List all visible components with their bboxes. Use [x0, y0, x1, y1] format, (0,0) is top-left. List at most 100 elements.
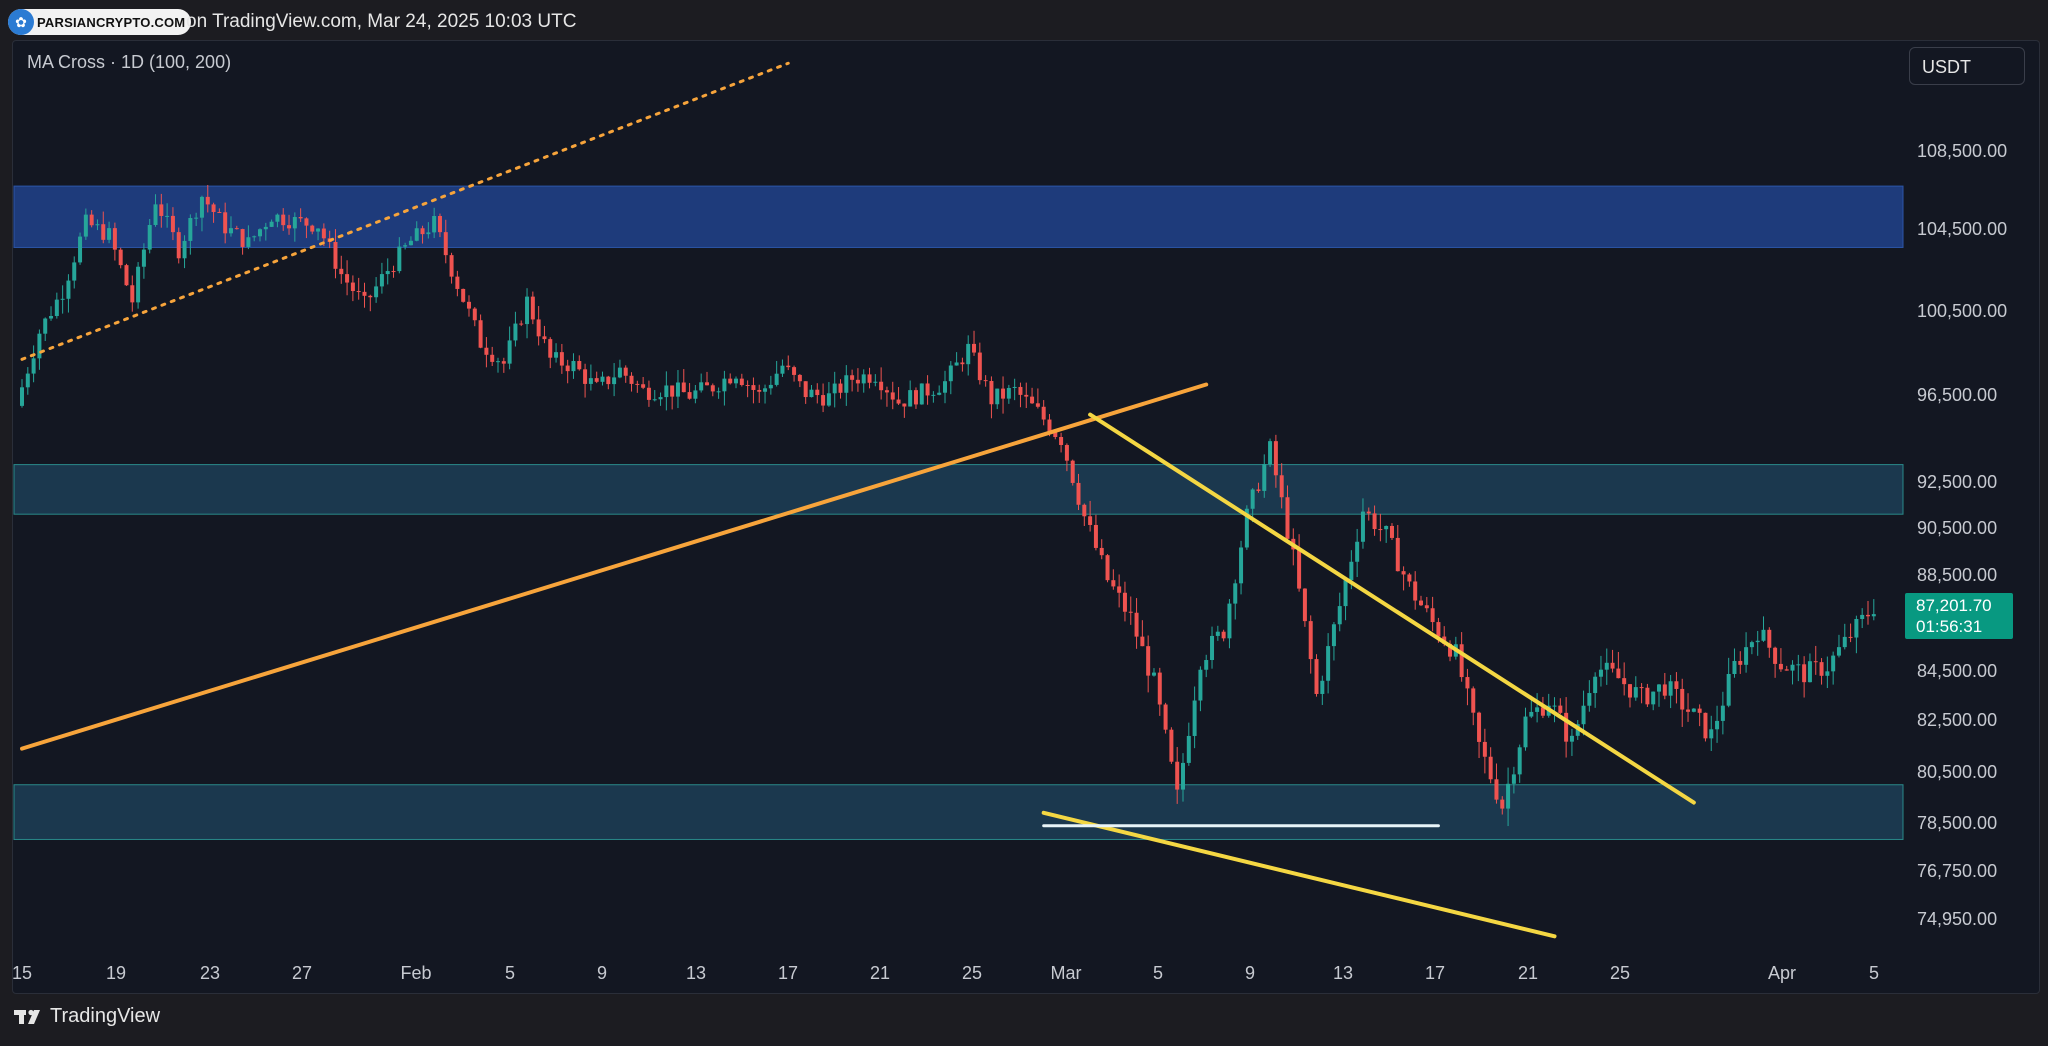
candle — [1186, 722, 1191, 766]
candle — [1355, 528, 1360, 578]
currency-label[interactable]: USDT — [1909, 47, 2025, 85]
candle — [1471, 686, 1476, 726]
candle — [217, 208, 222, 213]
indicator-legend[interactable]: MA Cross · 1D (100, 200) — [27, 52, 232, 72]
candle — [1744, 632, 1749, 673]
candle — [1285, 485, 1290, 544]
candle — [211, 202, 216, 223]
candle — [223, 202, 228, 244]
candle — [25, 367, 30, 395]
candle — [362, 282, 367, 308]
candle — [1122, 581, 1127, 622]
candle — [751, 377, 756, 404]
candle — [681, 369, 686, 393]
candle — [548, 337, 553, 369]
candle — [78, 232, 83, 265]
candle — [316, 228, 321, 241]
candle — [763, 384, 768, 404]
candle — [246, 225, 251, 250]
candle — [1639, 683, 1644, 704]
candle — [635, 380, 640, 393]
candle — [1221, 629, 1226, 642]
candle — [768, 375, 773, 395]
candle — [1326, 633, 1331, 694]
candle — [786, 355, 791, 371]
candle — [977, 342, 982, 385]
candle — [304, 217, 309, 239]
candle — [472, 307, 477, 327]
candle — [612, 363, 617, 397]
candle — [1523, 707, 1528, 751]
candle — [194, 212, 199, 227]
candle — [83, 208, 88, 240]
candle — [1738, 651, 1743, 674]
candle — [1157, 667, 1162, 716]
candle — [205, 184, 210, 213]
candle — [774, 360, 779, 387]
candle — [670, 385, 675, 410]
candle — [879, 367, 884, 400]
candle — [1703, 712, 1708, 742]
candle — [188, 214, 193, 255]
candle — [1163, 702, 1168, 734]
candle — [31, 345, 36, 383]
zone-lower-support — [13, 784, 1904, 840]
candle — [1430, 596, 1435, 632]
candle — [490, 346, 495, 367]
candle — [1610, 649, 1615, 673]
candle — [1593, 672, 1598, 708]
candle — [1854, 615, 1859, 654]
trendline-orange-dotted — [20, 61, 790, 361]
candle — [1500, 796, 1505, 815]
candle — [391, 265, 396, 278]
candle — [699, 373, 704, 393]
trendline-wedge-lower — [1041, 810, 1557, 939]
candle — [728, 373, 733, 385]
candle — [1134, 598, 1139, 649]
candle — [890, 381, 895, 410]
candle — [1314, 654, 1319, 697]
candle — [1790, 660, 1795, 685]
candle — [1064, 443, 1069, 472]
bar-countdown: 01:56:31 — [1916, 617, 1983, 636]
candle — [1680, 678, 1685, 727]
candle — [873, 374, 878, 387]
candle — [623, 365, 628, 383]
candle — [1407, 572, 1412, 587]
candle — [983, 375, 988, 387]
candle — [124, 263, 129, 286]
candle — [1674, 672, 1679, 704]
candle — [1384, 525, 1389, 543]
candle — [675, 370, 680, 409]
candle — [565, 359, 570, 384]
watermark-logo: ✿ PARSIANCRYPTO.COM — [8, 9, 192, 35]
candle — [1117, 574, 1122, 608]
candle — [1059, 432, 1064, 453]
candle — [1546, 693, 1551, 718]
candle — [919, 383, 924, 405]
y-tick-label: 78,500.00 — [1917, 813, 1997, 833]
candle — [20, 379, 24, 408]
candle — [1871, 599, 1876, 621]
candle — [287, 214, 292, 235]
candle — [1477, 711, 1482, 759]
candle — [1813, 645, 1818, 675]
candle — [1517, 744, 1522, 783]
candle — [861, 369, 866, 393]
candle — [908, 380, 913, 407]
x-tick-label: Feb — [400, 963, 431, 983]
candle — [1366, 507, 1371, 521]
footer-brand[interactable]: TradingView — [14, 1005, 160, 1028]
candle — [850, 369, 855, 392]
candle — [902, 403, 907, 418]
candle — [966, 335, 971, 376]
y-tick-label: 82,500.00 — [1917, 710, 1997, 730]
candle — [925, 375, 930, 405]
x-tick-label: 27 — [292, 963, 312, 983]
candle — [588, 364, 593, 391]
candle — [1030, 387, 1035, 404]
candle — [913, 387, 918, 409]
candle — [960, 357, 965, 372]
candle — [629, 372, 634, 392]
